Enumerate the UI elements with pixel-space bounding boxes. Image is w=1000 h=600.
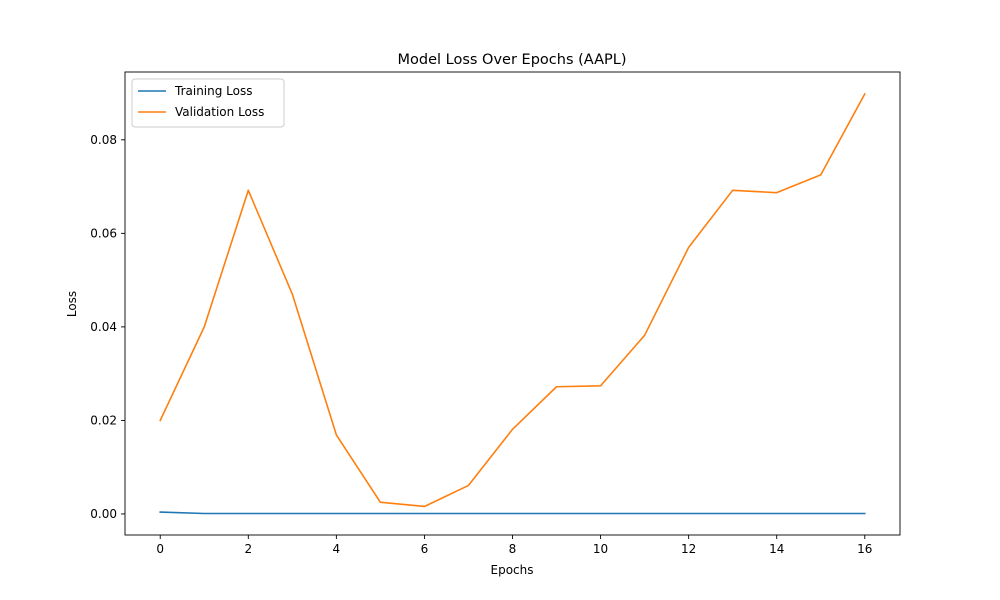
x-tick-label: 2 [244,542,252,556]
y-tick-label: 0.00 [90,507,117,521]
x-tick-label: 8 [509,542,517,556]
series-line-0 [159,511,866,515]
plot-area: 0 2 4 6 8 10 12 14 16 0.00 0.02 0.04 0.06 0.08 [90,71,901,556]
y-tick-label: 0.04 [90,320,117,334]
legend-box [131,78,285,128]
x-tick-label: 12 [681,542,696,556]
y-axis-label: Loss [65,291,79,317]
y-tick-label: 0.08 [90,133,117,147]
x-tick-label: 16 [857,542,872,556]
x-tick-label: 0 [156,542,164,556]
legend-label-1: Validation Loss [175,105,264,119]
x-tick-label: 14 [769,542,784,556]
chart-title: Model Loss Over Epochs (AAPL) [398,52,627,68]
x-tick-label: 10 [593,542,608,556]
y-tick-label: 0.06 [90,226,117,240]
y-tick-label: 0.02 [90,413,117,427]
x-axis-label: Epochs [491,563,534,577]
series-line-1 [159,92,866,508]
x-tick-label: 6 [421,542,429,556]
x-tick-label: 4 [333,542,341,556]
legend-label-0: Training Loss [174,84,252,98]
legend: Training Loss Validation Loss [131,78,285,128]
